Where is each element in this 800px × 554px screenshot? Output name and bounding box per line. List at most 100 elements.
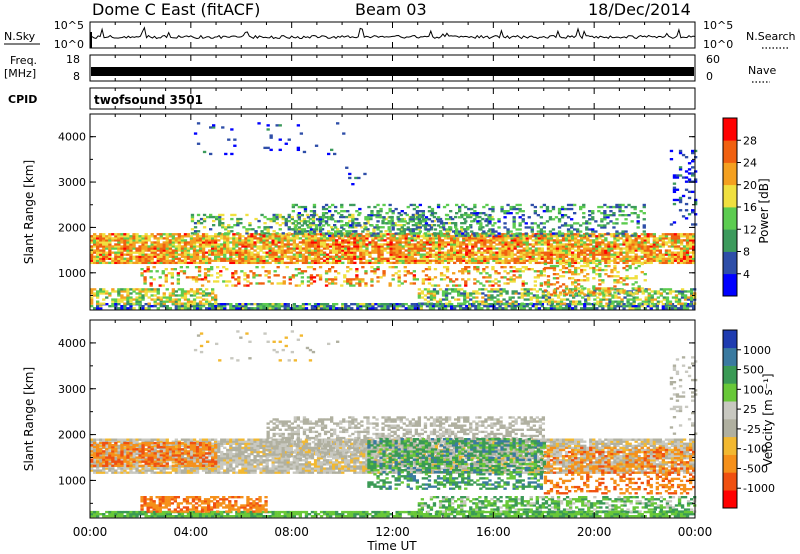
heatmap-cell [198,255,203,258]
heatmap-cell [108,249,112,252]
heatmap-cell [501,251,505,254]
heatmap-cell [481,292,485,295]
heatmap-cell [262,303,266,306]
heatmap-cell [220,259,224,262]
heatmap-cell [129,251,133,254]
heatmap-cell [276,282,280,285]
heatmap-cell [307,249,312,252]
heatmap-cell [318,266,323,269]
heatmap-cell [435,290,440,293]
heatmap-cell [465,305,469,308]
heatmap-cell [383,233,387,236]
heatmap-cell [126,247,130,250]
heatmap-cell [528,235,532,238]
heatmap-cell [586,239,590,242]
heatmap-cell [342,224,346,227]
heatmap-cell [114,257,118,260]
heatmap-cell [465,243,469,246]
heatmap-cell [536,226,541,229]
heatmap-cell [543,233,548,236]
heatmap-cell [220,307,224,310]
heatmap-cell [366,230,370,233]
heatmap-cell [664,305,669,308]
heatmap-cell [129,292,133,295]
heatmap-cell [327,224,331,227]
heatmap-cell [135,241,139,244]
heatmap-cell [362,305,366,308]
heatmap-cell [120,296,124,299]
heatmap-cell [591,228,595,231]
heatmap-cell [374,261,378,265]
heatmap-cell [492,307,496,310]
heatmap-cell [606,216,610,219]
heatmap-cell [286,305,290,308]
heatmap-cell [514,300,518,303]
heatmap-cell [216,266,220,269]
heatmap-cell [256,255,260,258]
heatmap-cell [595,253,599,256]
heatmap-cell [457,302,461,305]
heatmap-cell [414,232,419,235]
heatmap-cell [522,249,526,252]
heatmap-cell [143,282,147,285]
heatmap-cell [618,232,622,235]
heatmap-cell [578,294,582,297]
heatmap-cell [419,257,424,260]
heatmap-cell [457,290,461,293]
heatmap-cell [183,305,188,308]
heatmap-cell [338,251,342,254]
heatmap-cell [114,259,118,262]
heatmap-cell [525,241,529,244]
heatmap-cell [488,218,492,221]
heatmap-cell [442,234,447,237]
heatmap-cell [419,247,424,250]
heatmap-cell [177,261,182,265]
heatmap-cell [471,251,475,254]
heatmap-cell [622,259,626,262]
heatmap-cell [298,307,303,310]
heatmap-cell [197,274,202,277]
heatmap-cell [144,233,148,236]
heatmap-cell [466,296,470,299]
heatmap-cell [250,247,254,250]
heatmap-cell [652,259,657,262]
heatmap-cell [380,253,384,256]
heatmap-cell [479,272,483,275]
heatmap-cell [616,243,620,246]
heatmap-cell [330,232,334,235]
heatmap-cell [289,251,294,254]
heatmap-cell [272,219,276,223]
heatmap-cell [96,245,100,248]
heatmap-cell [189,257,194,260]
heatmap-cell [244,237,248,240]
heatmap-cell [438,300,443,303]
heatmap-cell [443,253,448,256]
heatmap-cell [93,307,97,310]
heatmap-cell [505,300,509,303]
heatmap-cell [144,292,148,295]
heatmap-cell [428,259,433,262]
heatmap-cell [567,243,572,246]
heatmap-cell [260,232,264,235]
heatmap-cell [413,253,418,256]
heatmap-cell [467,226,471,229]
heatmap-cell [637,237,641,240]
heatmap-cell [338,247,342,250]
heatmap-cell [220,247,224,250]
heatmap-cell [604,255,608,258]
heatmap-cell [531,239,535,242]
heatmap-cell [334,282,338,285]
heatmap-cell [325,303,330,306]
heatmap-cell [518,224,522,227]
heatmap-cell [413,305,418,308]
heatmap-cell [455,203,459,207]
heatmap-cell [413,251,418,254]
heatmap-cell [332,241,336,244]
heatmap-cell [244,241,248,244]
heatmap-cell [171,245,176,248]
heatmap-cell [347,251,351,254]
heatmap-cell [303,230,308,233]
heatmap-cell [173,268,178,271]
heatmap-cell [571,261,575,265]
heatmap-cell [286,241,290,244]
